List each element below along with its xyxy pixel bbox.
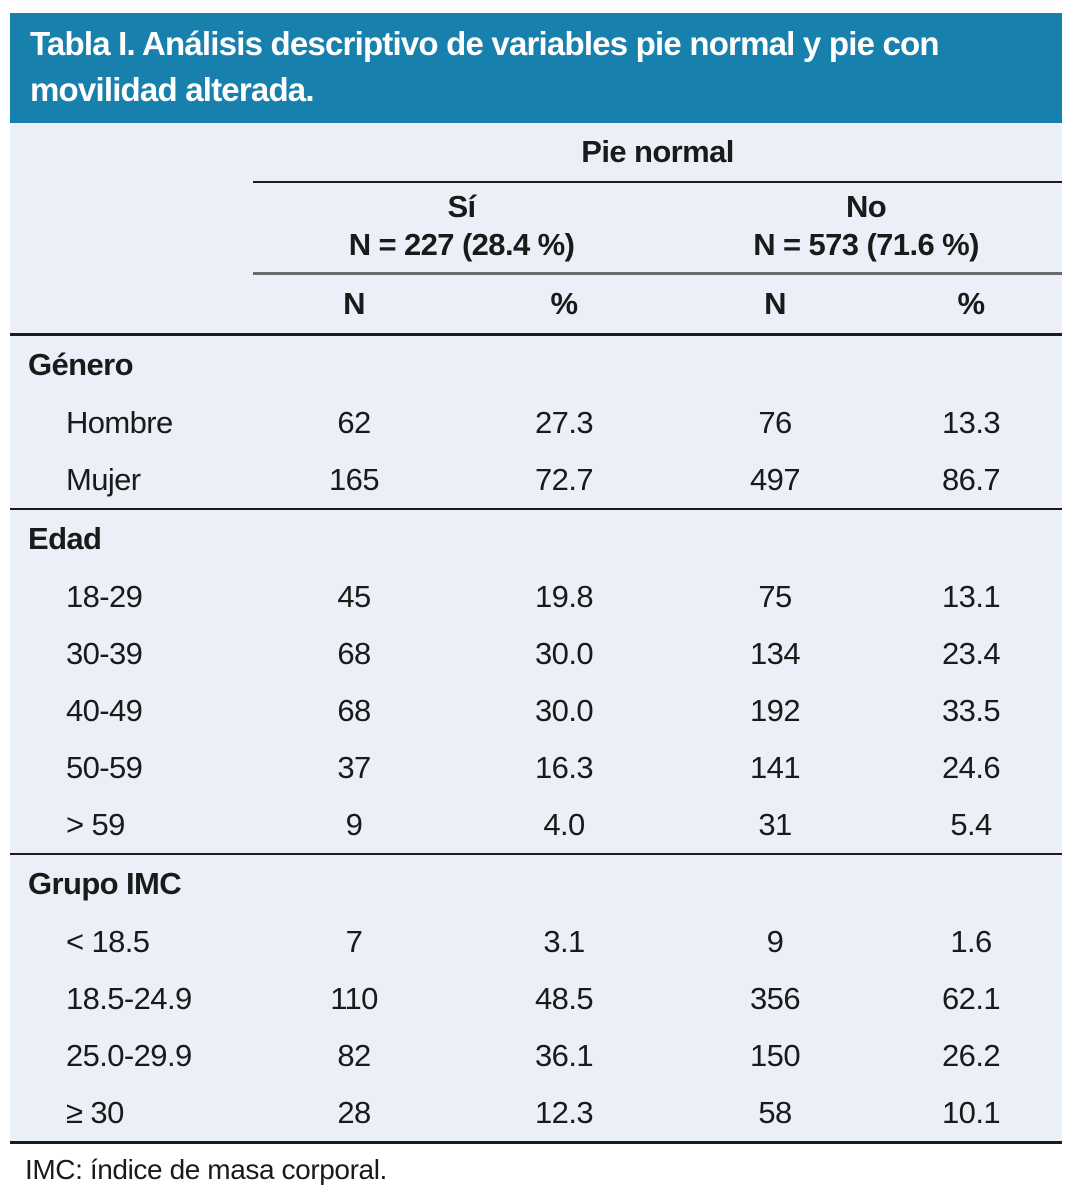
group-si-header: Sí N = 227 (28.4 %)	[253, 188, 670, 264]
cell-value: 141	[750, 749, 801, 785]
section-header-edad: Edad	[28, 521, 102, 556]
cell-value: 497	[750, 461, 801, 497]
table-row: Hombre 62 27.3 76 13.3	[10, 394, 1062, 451]
section-header-grupo-imc: Grupo IMC	[28, 866, 182, 901]
cell-value: 68	[337, 635, 371, 671]
cell-value: 86.7	[942, 461, 1001, 497]
table-row: Mujer 165 72.7 497 86.7	[10, 451, 1062, 508]
table-row: 25.0-29.9 82 36.1 150 26.2	[10, 1027, 1062, 1084]
column-header-pct-no: %	[957, 286, 986, 321]
table-footnote: IMC: índice de masa corporal.	[25, 1154, 387, 1185]
row-label: < 18.5	[66, 923, 150, 959]
table-row: > 59 9 4.0 31 5.4	[10, 796, 1062, 853]
cell-value: 24.6	[942, 749, 1001, 785]
row-label: 18.5-24.9	[66, 980, 192, 1016]
row-label: ≥ 30	[66, 1094, 124, 1130]
cell-value: 134	[750, 635, 801, 671]
cell-value: 1.6	[950, 923, 992, 959]
table-card: Tabla I. Análisis descriptivo de variabl…	[10, 13, 1062, 1186]
cell-value: 45	[337, 578, 371, 614]
cell-value: 30.0	[535, 635, 594, 671]
group-no-label: No	[845, 189, 887, 224]
table-row: 18-29 45 19.8 75 13.1	[10, 568, 1062, 625]
column-header-row: N % N %	[10, 275, 1062, 336]
cell-value: 7	[345, 923, 363, 959]
row-label: 18-29	[66, 578, 143, 614]
table-panel: Pie normal Sí N = 227 (28.4 %) No N = 57…	[10, 123, 1062, 1144]
cell-value: 19.8	[535, 578, 594, 614]
row-label: 30-39	[66, 635, 143, 671]
cell-value: 356	[750, 980, 801, 1016]
cell-value: 33.5	[942, 692, 1001, 728]
header-rule-middle	[253, 272, 1062, 275]
cell-value: 72.7	[535, 461, 594, 497]
cell-value: 3.1	[543, 923, 585, 959]
cell-value: 68	[337, 692, 371, 728]
cell-value: 4.0	[543, 806, 585, 842]
cell-value: 62.1	[942, 980, 1001, 1016]
group-si-label: Sí	[447, 189, 476, 224]
cell-value: 28	[337, 1094, 371, 1130]
column-header-pct-si: %	[550, 286, 579, 321]
table-row: 18.5-24.9 110 48.5 356 62.1	[10, 970, 1062, 1027]
row-label: 40-49	[66, 692, 143, 728]
cell-value: 27.3	[535, 404, 594, 440]
row-label: Mujer	[66, 461, 141, 497]
subgroup-header-row: Sí N = 227 (28.4 %) No N = 573 (71.6 %)	[253, 183, 1062, 272]
table-row: ≥ 30 28 12.3 58 10.1	[10, 1084, 1062, 1141]
group-no-header: No N = 573 (71.6 %)	[670, 188, 1062, 264]
cell-value: 75	[758, 578, 792, 614]
cell-value: 110	[330, 980, 378, 1016]
cell-value: 31	[758, 806, 792, 842]
cell-value: 13.1	[942, 578, 1001, 614]
cell-value: 58	[758, 1094, 792, 1130]
cell-value: 82	[337, 1037, 371, 1073]
cell-value: 12.3	[535, 1094, 594, 1130]
cell-value: 36.1	[535, 1037, 594, 1073]
table-row: 30-39 68 30.0 134 23.4	[10, 625, 1062, 682]
cell-value: 62	[337, 404, 371, 440]
section-header-genero: Género	[28, 347, 134, 382]
cell-value: 76	[758, 404, 792, 440]
table-row: < 18.5 7 3.1 9 1.6	[10, 913, 1062, 970]
header-rule-top	[253, 181, 1062, 183]
column-header-n-si: N	[343, 286, 365, 321]
cell-value: 5.4	[950, 806, 992, 842]
row-label: > 59	[66, 806, 125, 842]
cell-value: 48.5	[535, 980, 594, 1016]
cell-value: 192	[750, 692, 801, 728]
section-grupo-imc: Grupo IMC < 18.5 7 3.1 9 1.6 18.5-24.9 1…	[10, 855, 1062, 1144]
cell-value: 10.1	[942, 1094, 1001, 1130]
cell-value: 30.0	[535, 692, 594, 728]
row-label: 50-59	[66, 749, 143, 785]
cell-value: 13.3	[942, 404, 1001, 440]
cell-value: 26.2	[942, 1037, 1001, 1073]
table-row: 50-59 37 16.3 141 24.6	[10, 739, 1062, 796]
column-header-n-no: N	[764, 286, 786, 321]
cell-value: 37	[337, 749, 371, 785]
section-genero: Género Hombre 62 27.3 76 13.3 Mujer 165 …	[10, 336, 1062, 510]
cell-value: 150	[750, 1037, 801, 1073]
table-row: 40-49 68 30.0 192 33.5	[10, 682, 1062, 739]
row-label: Hombre	[66, 404, 173, 440]
section-edad: Edad 18-29 45 19.8 75 13.1 30-39 68 30.0…	[10, 510, 1062, 855]
cell-value: 23.4	[942, 635, 1001, 671]
column-group-title: Pie normal	[581, 134, 734, 169]
row-label: 25.0-29.9	[66, 1037, 192, 1073]
group-si-count: N = 227 (28.4 %)	[348, 227, 575, 262]
cell-value: 9	[766, 923, 784, 959]
group-no-count: N = 573 (71.6 %)	[753, 227, 979, 262]
cell-value: 9	[345, 806, 363, 842]
table-title: Tabla I. Análisis descriptivo de variabl…	[10, 13, 1062, 123]
cell-value: 165	[329, 461, 380, 497]
cell-value: 16.3	[535, 749, 594, 785]
